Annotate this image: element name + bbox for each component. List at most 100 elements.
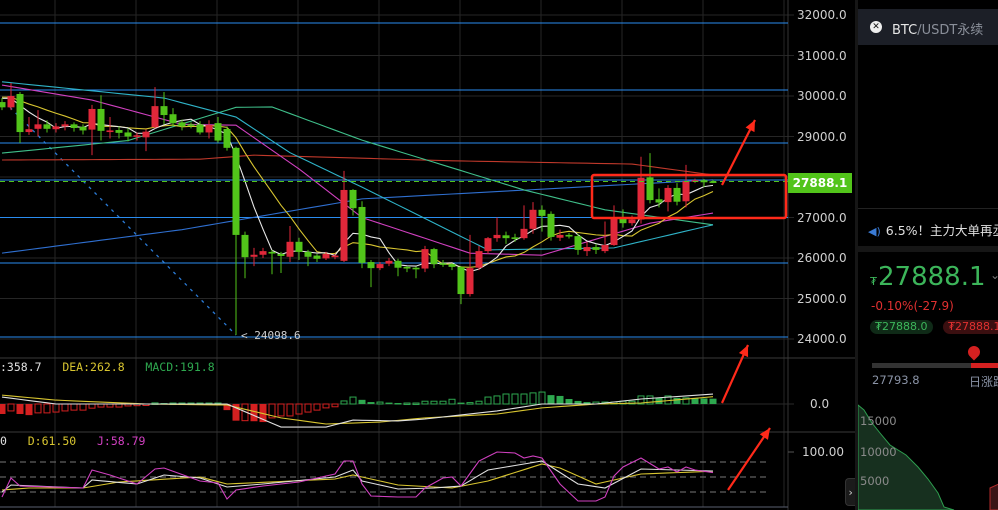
range-marker-icon <box>965 343 983 361</box>
macd-histogram-bar <box>457 402 465 405</box>
macd-histogram-bar <box>286 403 294 417</box>
candle-body <box>142 131 150 138</box>
dif-line <box>1 393 714 428</box>
symbol-base: BTC <box>892 23 918 38</box>
annotation-arrowhead <box>745 120 755 133</box>
announcement-text: 6.5%！主力大单再丞 <box>885 223 998 238</box>
macd-histogram-bar <box>439 400 447 405</box>
macd-histogram-bar <box>331 403 339 408</box>
depth-bid-area <box>858 404 955 510</box>
symbol-logo-icon: ✕ <box>870 21 882 33</box>
candle-body <box>124 132 132 137</box>
macd-histogram-bar <box>565 399 573 404</box>
annotation-box <box>590 173 788 220</box>
dea-legend: DEA:262.8 <box>62 360 125 374</box>
macd-histogram-bar <box>340 400 348 405</box>
day-range-bar <box>872 363 998 368</box>
candle-body <box>376 264 384 269</box>
low-arrow: < <box>241 329 248 342</box>
macd-histogram-bar <box>16 404 24 414</box>
candle-body <box>34 124 42 129</box>
day-change-label: 日涨跌 <box>969 375 998 389</box>
symbol-header[interactable]: ✕ BTC/USDT永续 <box>858 9 998 45</box>
candle-body <box>358 206 366 263</box>
depth-ask-area <box>989 483 998 510</box>
candle-body <box>556 234 564 238</box>
macd-histogram-bar <box>43 403 51 414</box>
macd-histogram-bar <box>34 403 42 414</box>
depth-tick: 5000 <box>860 474 890 488</box>
candle-body <box>475 251 483 268</box>
price-change: -0.10%(-27.9) <box>871 299 954 313</box>
kdj-j-line <box>1 451 714 502</box>
macd-histogram-bar <box>493 395 501 405</box>
kline-chart[interactable] <box>0 0 855 510</box>
candle-body <box>250 254 258 257</box>
macd-histogram-bar <box>304 403 312 413</box>
macd-histogram-bar <box>574 400 582 404</box>
macd-histogram-bar <box>322 403 330 409</box>
candle-body <box>547 213 555 237</box>
macd-histogram-bar <box>448 398 456 405</box>
candle-body <box>286 241 294 257</box>
announcement-ticker[interactable]: ◀) 6.5%！主力大单再丞 <box>868 220 998 239</box>
macd-histogram-bar <box>529 392 537 405</box>
macd-histogram-bar <box>502 393 510 405</box>
collapse-panel-button[interactable]: › <box>845 478 855 506</box>
candle-body <box>241 234 249 258</box>
macd-histogram-bar <box>700 398 708 404</box>
macd-histogram-bar <box>250 404 258 422</box>
candle-body <box>673 187 681 202</box>
chevron-down-icon[interactable]: ⌄ <box>990 268 998 282</box>
moving-average-line <box>1 179 714 254</box>
macd-histogram-bar <box>232 404 240 421</box>
macd-histogram-bar <box>403 402 411 406</box>
j-legend: J:58.79 <box>96 434 146 448</box>
bid-price-badge[interactable]: ₮27888.0 <box>870 320 933 334</box>
macd-histogram-bar <box>88 403 96 409</box>
candle-body <box>223 129 231 148</box>
macd-histogram-bar <box>412 402 420 406</box>
candle-body <box>448 264 456 267</box>
macd-histogram-bar <box>430 400 438 405</box>
candle-body <box>169 114 177 124</box>
moving-average-line <box>2 97 714 273</box>
candle-body <box>133 135 141 137</box>
candle-body <box>484 238 492 252</box>
candle-body <box>232 147 240 235</box>
candle-body <box>610 217 618 246</box>
macd-histogram-bar <box>385 402 393 405</box>
candle-body <box>196 124 204 133</box>
kdj-k-line <box>1 460 714 493</box>
macd-histogram-bar <box>583 402 591 404</box>
candle-body <box>160 106 168 116</box>
ask-price-badge[interactable]: ₮27888.1 <box>943 320 998 334</box>
candle-body <box>394 260 402 268</box>
k-legend: 0 <box>0 434 7 448</box>
macd-histogram-bar <box>358 399 366 404</box>
price-tick: 25000.0 <box>797 292 847 306</box>
macd-histogram-bar <box>556 395 564 404</box>
candle-body <box>277 253 285 256</box>
d-legend: D:61.50 <box>27 434 77 448</box>
annotation-arrowhead <box>738 345 749 358</box>
candle-body <box>259 251 267 255</box>
candle-body <box>682 181 690 202</box>
macd-histogram-bar <box>313 403 321 411</box>
macd-zero-tick: 0.0 <box>810 397 830 411</box>
kdj-legend: 0 D:61.50 J:58.79 <box>0 434 145 448</box>
candle-body <box>565 234 573 237</box>
moving-average-line <box>1 106 714 226</box>
candle-body <box>430 249 438 265</box>
macd-histogram-bar <box>349 396 357 405</box>
candle-body <box>538 209 546 216</box>
candle-body <box>178 122 186 127</box>
symbol-name: BTC/USDT永续 <box>892 19 983 38</box>
macd-histogram-bar <box>475 400 483 405</box>
candle-body <box>601 245 609 252</box>
candle-body <box>61 124 69 127</box>
macd-histogram-bar <box>511 393 519 405</box>
price-tick: 32000.0 <box>797 8 847 22</box>
candle-body <box>268 251 276 254</box>
candle-body <box>52 126 60 130</box>
